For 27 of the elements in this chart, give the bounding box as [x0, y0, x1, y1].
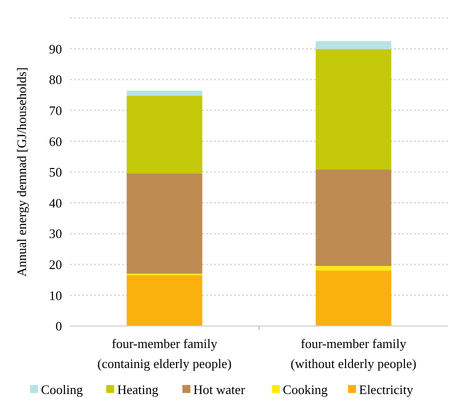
y-tick-label: 80 [49, 72, 62, 88]
legend-label: Heating [117, 382, 159, 397]
legend-label: Cooking [282, 382, 328, 397]
bar [316, 170, 392, 266]
bar [126, 275, 202, 326]
legend-label: Electricity [359, 382, 414, 397]
y-tick-label: 50 [49, 164, 62, 180]
bar [316, 266, 392, 271]
y-tick-label: 30 [49, 226, 62, 242]
bar [316, 49, 392, 170]
bar [126, 90, 202, 96]
y-tick-label: 0 [56, 318, 62, 334]
bar [316, 270, 392, 326]
y-tick-label: 40 [49, 195, 62, 210]
bar [126, 96, 202, 174]
bar [316, 41, 392, 50]
y-axis-title: Annual energy demnad [GJ/households] [14, 67, 29, 277]
bar [126, 173, 202, 274]
legend-label: Cooling [41, 382, 84, 397]
x-tick-label: four-member family (containig elderly people) [97, 336, 232, 371]
legend-label: Hot water [193, 382, 246, 397]
y-tick-label: 20 [49, 256, 62, 272]
y-tick-label: 60 [49, 134, 62, 149]
x-tick-label: four-member family (without elderly people) [290, 336, 416, 371]
y-tick-label: 70 [49, 102, 62, 118]
y-tick-label: 10 [49, 288, 62, 303]
y-tick-label: 90 [49, 41, 62, 56]
